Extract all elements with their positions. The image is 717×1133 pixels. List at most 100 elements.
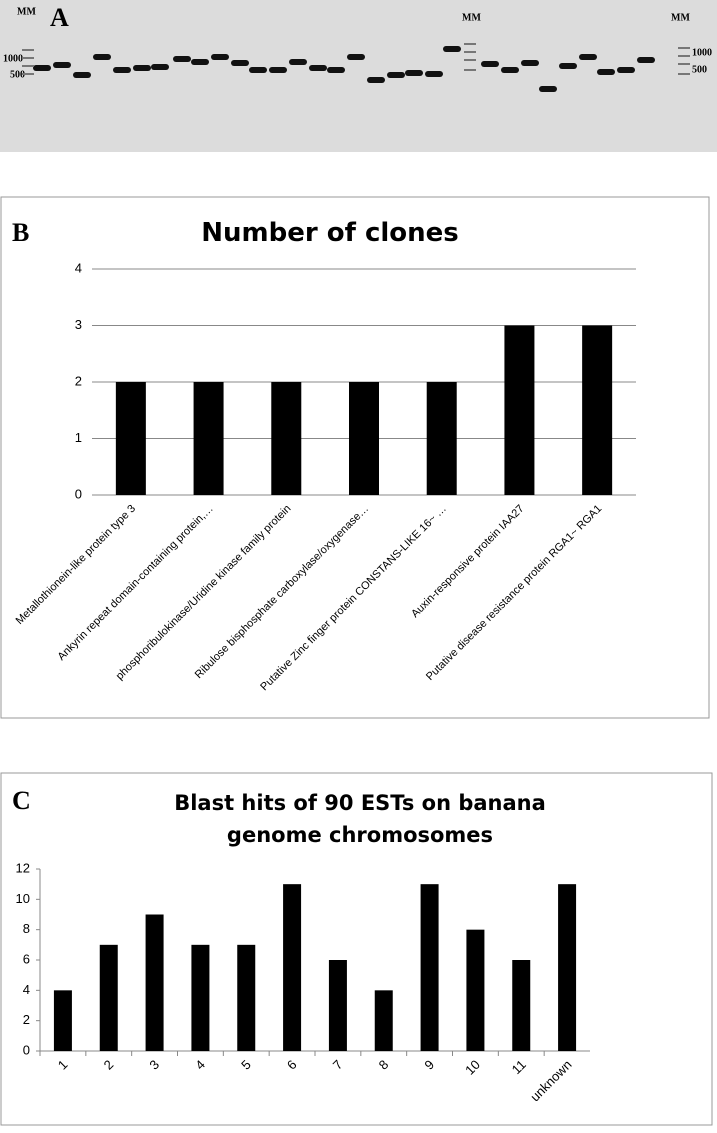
gel-band [173,56,191,62]
gel-band [617,67,635,73]
marker-band [22,49,34,51]
gel-band [367,77,385,83]
y-tick-label: 10 [16,891,30,906]
marker-band [22,57,34,59]
marker-band [678,73,690,75]
chart-title: Blast hits of 90 ESTs on banana genome c… [174,791,546,847]
gel-band [637,57,655,63]
x-tick-label: phosphoribulokinase/Uridine kinase famil… [114,503,294,683]
panel-label: C [12,786,31,815]
gel-band [33,65,51,71]
y-tick-label: 2 [75,373,82,388]
marker-band [464,43,476,45]
x-tick-label: Ribulose bisphosphate carboxylase/oxygen… [193,503,371,681]
bar [283,884,302,1051]
panel-b-frame [0,196,710,719]
marker-band [464,59,476,61]
gel-band [191,59,209,65]
bar [558,884,577,1051]
marker-band [678,55,690,57]
x-tick-label: 11 [509,1057,529,1077]
panel-c-frame [0,772,713,1126]
bar [53,990,72,1051]
y-tick-label: 0 [23,1042,30,1057]
gel-band [501,67,519,73]
bar [466,929,485,1051]
y-tick-label: 4 [23,982,30,997]
panel-label: A [50,3,69,32]
x-tick-label: Putative Zinc finger protein CONSTANS-LI… [258,503,449,694]
bar [426,382,457,495]
y-tick-label: 0 [75,486,82,501]
bar [582,325,613,495]
bar [115,382,146,495]
x-tick-label: 3 [146,1057,162,1073]
y-tick-label: 4 [75,260,82,275]
gel-band [481,61,499,67]
bar [237,944,256,1051]
marker-band [464,51,476,53]
y-tick-label: 8 [23,921,30,936]
bar [374,990,393,1051]
gel-band [443,46,461,52]
gel-band [73,72,91,78]
gel-band [347,54,365,60]
panel-label: B [12,218,29,247]
marker-band [464,69,476,71]
bar [512,960,531,1051]
bar [504,325,535,495]
x-tick-label: 2 [101,1057,117,1073]
gel-band [113,67,131,73]
x-tick-label: unknown [527,1057,574,1104]
bar [271,382,302,495]
marker-band [22,65,34,67]
x-tick-label: 5 [238,1057,254,1073]
marker-label: MM [17,6,36,17]
bar [99,944,118,1051]
gel-band [289,59,307,65]
bar [349,382,379,495]
x-tick-label: Putative disease resistance protein RGA1… [424,503,604,683]
gel-band [231,60,249,66]
marker-band [678,47,690,49]
x-tick-label: 8 [376,1057,392,1073]
marker-band [678,63,690,65]
gel-band [539,86,557,92]
x-tick-label: 4 [192,1057,208,1073]
gel-band [309,65,327,71]
gel-band [93,54,111,60]
gel-band [211,54,229,60]
size-label: 500 [10,69,25,80]
marker-label: MM [462,12,481,23]
gel-band [559,63,577,69]
gel-band [269,67,287,73]
x-tick-label: 7 [330,1057,346,1073]
marker-label: MM [671,12,690,23]
y-tick-label: 6 [23,951,30,966]
size-label: 1000 [692,47,712,58]
gel-band [53,62,71,68]
gel-band [579,54,597,60]
chart-title: Number of clones [201,218,459,248]
x-tick-label: 10 [462,1057,483,1078]
x-tick-label: 6 [284,1057,300,1073]
size-label: 1000 [3,53,23,64]
gel-band [151,64,169,70]
bar [420,884,439,1051]
x-tick-label: Metallothionein-like protein type 3 [14,503,138,627]
gel-band [387,72,405,78]
marker-band [22,73,34,75]
bar [191,944,210,1051]
gel-image [0,0,717,152]
y-tick-label: 3 [75,317,82,332]
bar [328,960,347,1051]
x-tick-label: 9 [421,1057,437,1073]
x-tick-label: 1 [55,1057,71,1073]
gel-band [425,71,443,77]
bar [145,914,164,1051]
y-tick-label: 2 [23,1012,30,1027]
x-tick-label: Ankyrin repeat domain-containing protein… [55,503,215,663]
size-label: 500 [692,64,707,75]
